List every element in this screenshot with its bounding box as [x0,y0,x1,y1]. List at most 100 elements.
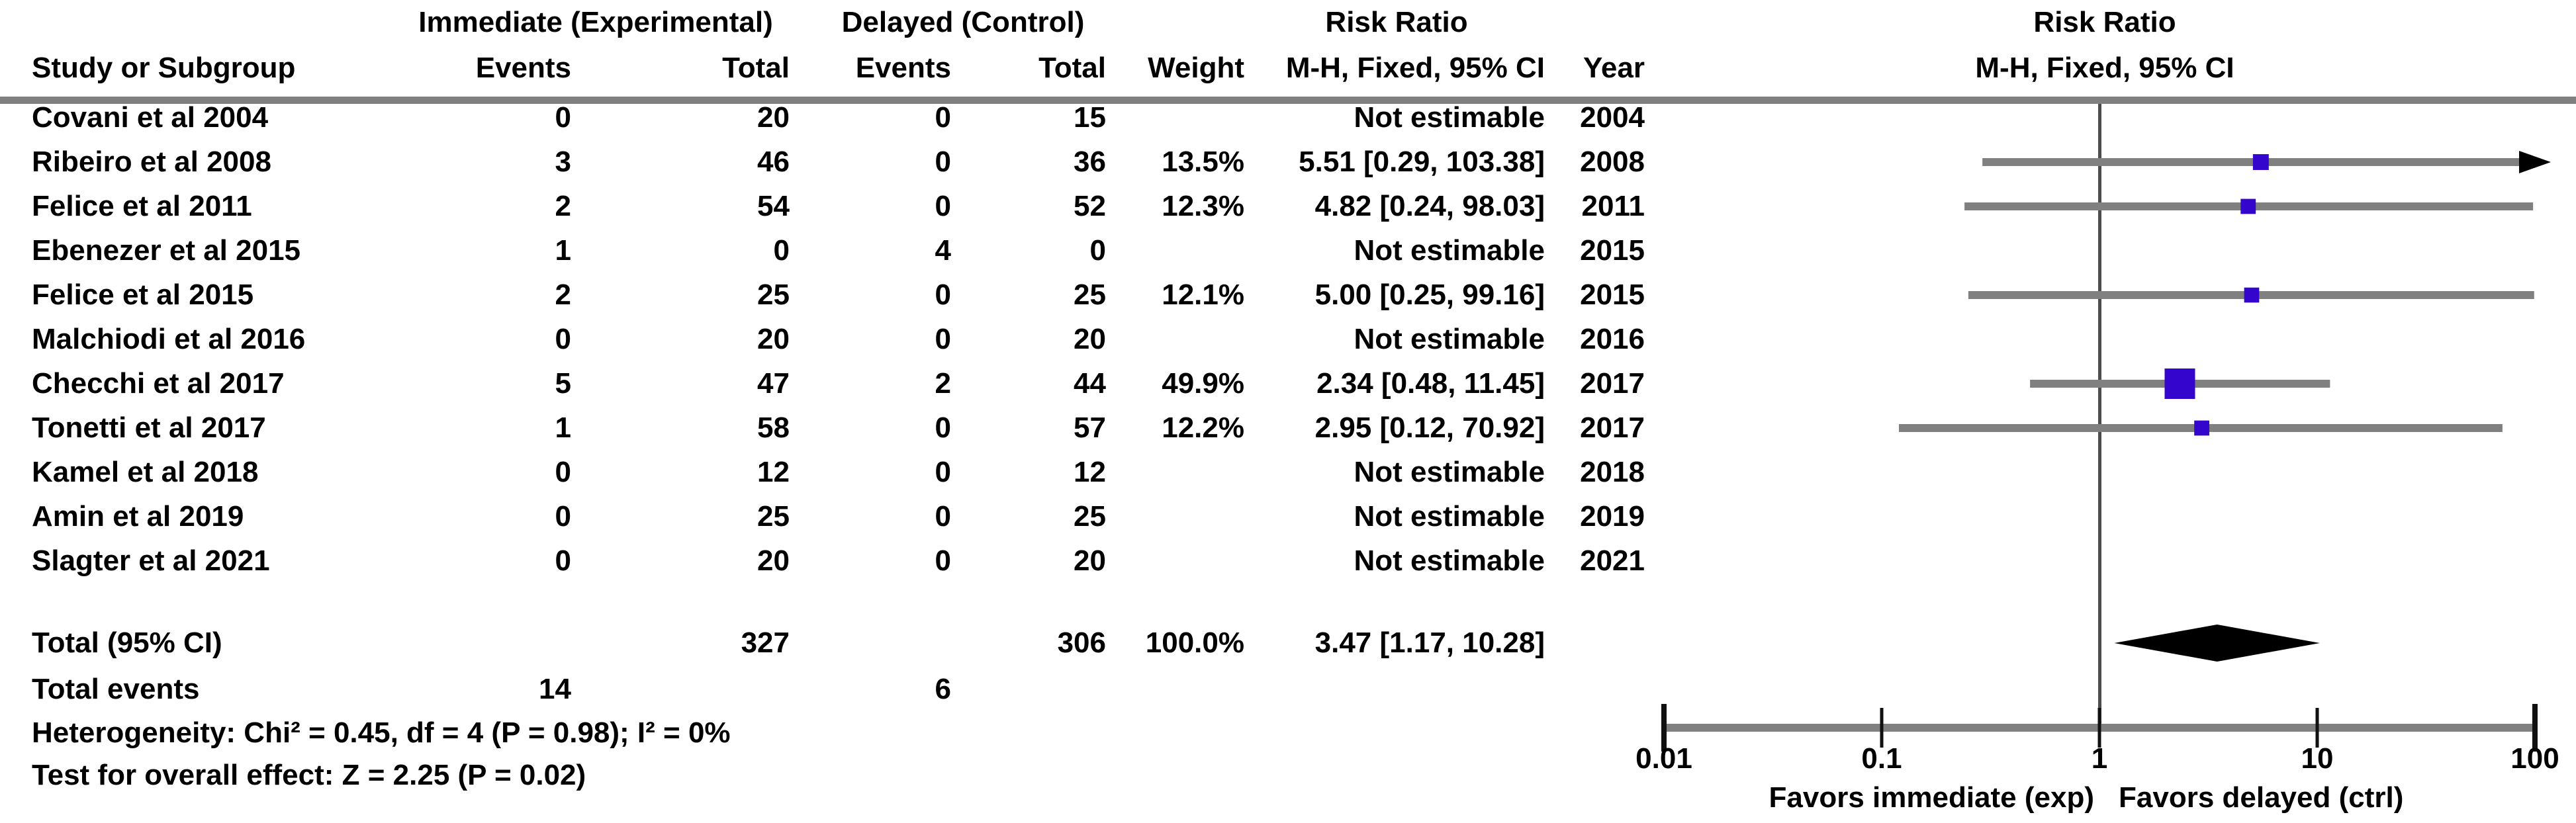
study-label: Covani et al 2004 [32,101,269,134]
ci-cell: Not estimable [1354,500,1545,533]
events-exp-cell: 0 [555,500,571,533]
axis-tick-label: 0.1 [1861,742,1902,775]
heterogeneity-stats: Heterogeneity: Chi² = 0.45, df = 4 (P = … [32,716,731,749]
overall-effect-stats: Test for overall effect: Z = 2.25 (P = 0… [32,759,586,791]
ci-cell: 4.82 [0.24, 98.03] [1314,190,1545,222]
study-label: Slagter et al 2021 [32,544,270,577]
events-ctrl-cell: 0 [935,412,951,444]
study-label: Malchiodi et al 2016 [32,323,306,355]
axis-tick [1880,708,1884,748]
column-header-study: Study or Subgroup [32,52,296,84]
column-header-year: Year [1583,52,1645,84]
ci-cell: Not estimable [1354,544,1545,577]
total-exp-cell: 46 [757,146,790,178]
events-exp-cell: 2 [555,279,571,311]
total-exp-cell: 25 [757,500,790,533]
axis-tick-label: 10 [2301,742,2334,775]
column-header-weight: Weight [1148,52,1244,84]
column-header-events-exp: Events [475,52,571,84]
study-label: Felice et al 2015 [32,279,254,311]
total-ctrl-cell: 0 [1089,234,1106,267]
total-exp-cell: 47 [757,367,790,400]
total-ctrl-cell: 20 [1074,544,1106,577]
total-ctrl-sum: 306 [1057,627,1106,659]
weight-cell: 12.2% [1162,412,1244,444]
axis-tick-label: 0.01 [1635,742,1692,775]
study-label: Tonetti et al 2017 [32,412,266,444]
group-header-experimental: Immediate (Experimental) [418,6,773,38]
events-exp-cell: 1 [555,412,571,444]
total-ctrl-cell: 36 [1074,146,1106,178]
total-exp-cell: 0 [773,234,790,267]
study-label: Ribeiro et al 2008 [32,146,271,178]
effect-square-marker [2252,154,2269,170]
header-divider [0,97,2576,104]
total-exp-cell: 20 [757,101,790,134]
ci-cell: 2.34 [0.48, 11.45] [1316,367,1545,400]
year-cell: 2008 [1580,146,1645,178]
year-cell: 2015 [1580,279,1645,311]
total-ctrl-cell: 25 [1074,279,1106,311]
study-label: Felice et al 2011 [32,190,252,222]
events-exp-cell: 5 [555,367,571,400]
total-ctrl-cell: 52 [1074,190,1106,222]
year-cell: 2004 [1580,101,1645,134]
events-ctrl-cell: 0 [935,500,951,533]
events-ctrl-cell: 0 [935,146,951,178]
year-cell: 2015 [1580,234,1645,267]
ci-cell: 2.95 [0.12, 70.92] [1314,412,1545,444]
total-ctrl-cell: 20 [1074,323,1106,355]
column-header-total-ctrl: Total [1038,52,1106,84]
weight-cell: 12.1% [1162,279,1244,311]
events-exp-cell: 0 [555,544,571,577]
total-exp-cell: 20 [757,323,790,355]
events-exp-cell: 0 [555,456,571,488]
year-cell: 2018 [1580,456,1645,488]
total-ctrl-cell: 15 [1074,101,1106,134]
events-ctrl-cell: 2 [935,367,951,400]
weight-cell: 49.9% [1162,367,1244,400]
total-exp-cell: 12 [757,456,790,488]
effect-square-marker [2164,368,2195,399]
year-cell: 2021 [1580,544,1645,577]
column-header-total-exp: Total [722,52,790,84]
summary-diamond [2114,625,2320,662]
risk-ratio-plot-title: Risk Ratio [2033,6,2176,38]
study-label: Ebenezer et al 2015 [32,234,301,267]
events-ctrl-cell: 4 [935,234,951,267]
ci-cell: Not estimable [1354,234,1545,267]
year-cell: 2011 [1581,190,1645,222]
total-ctrl-cell: 25 [1074,500,1106,533]
axis-tick [2315,708,2319,748]
weight-cell: 12.3% [1162,190,1244,222]
study-label: Checchi et al 2017 [32,367,285,400]
axis-tick-label: 100 [2510,742,2559,775]
axis-tick [2097,708,2101,748]
ci-bar [1982,158,2523,166]
column-header-events-ctrl: Events [855,52,951,84]
ci-cell: Not estimable [1354,323,1545,355]
total-exp-cell: 54 [757,190,790,222]
axis-end-tick [1661,704,1667,752]
risk-ratio-column-title: Risk Ratio [1325,6,1468,38]
weight-cell: 13.5% [1162,146,1244,178]
events-exp-cell: 0 [555,323,571,355]
effect-square-marker [2244,287,2260,303]
total-ctrl-cell: 12 [1074,456,1106,488]
study-label: Kamel et al 2018 [32,456,259,488]
column-header-ci: M-H, Fixed, 95% CI [1285,52,1545,84]
axis-end-tick [2532,704,2538,752]
ci-cell: 5.00 [0.25, 99.16] [1314,279,1545,311]
total-exp-cell: 58 [757,412,790,444]
year-cell: 2017 [1580,367,1645,400]
events-ctrl-cell: 0 [935,456,951,488]
favors-left-label: Favors immediate (exp) [1769,781,2095,814]
favors-right-label: Favors delayed (ctrl) [2119,781,2404,814]
group-header-control: Delayed (Control) [841,6,1085,38]
axis-tick-label: 1 [2091,742,2108,775]
ci-cell: 5.51 [0.29, 103.38] [1299,146,1545,178]
events-ctrl-cell: 0 [935,323,951,355]
effect-square-marker [2240,198,2256,214]
events-ctrl-cell: 0 [935,101,951,134]
total-weight: 100.0% [1145,627,1244,659]
